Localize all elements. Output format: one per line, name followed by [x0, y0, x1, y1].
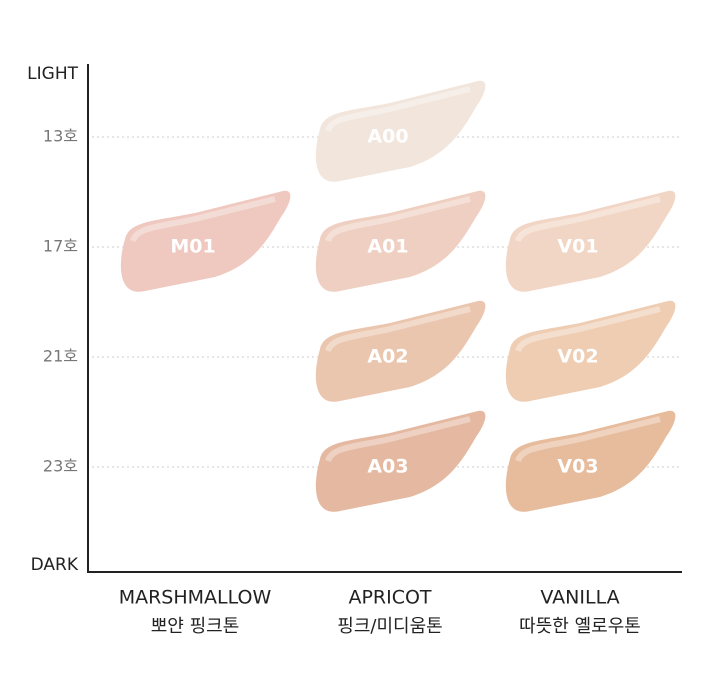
swatch-highlight: [515, 416, 661, 463]
swatch-highlight: [515, 306, 661, 353]
swatch-label: V01: [557, 236, 598, 258]
swatch: [315, 190, 486, 292]
swatch-label: M01: [170, 236, 215, 258]
swatch-highlight: [515, 196, 661, 243]
row-label: 13호: [43, 127, 78, 146]
swatch-label: A00: [367, 126, 408, 148]
axis-top-label: LIGHT: [27, 64, 78, 84]
column-name: APRICOT: [348, 587, 431, 609]
swatch-label: A01: [367, 236, 408, 258]
column-name: MARSHMALLOW: [119, 587, 272, 609]
row-label: 17호: [43, 237, 78, 256]
swatch-highlight: [325, 86, 471, 133]
swatch-highlight: [325, 416, 471, 463]
swatch: [120, 190, 291, 292]
swatch-highlight: [325, 196, 471, 243]
swatch: [505, 410, 676, 512]
swatch: [315, 410, 486, 512]
swatch-label: V02: [557, 346, 598, 368]
swatch: [505, 190, 676, 292]
axis-bottom-label: DARK: [31, 555, 79, 575]
row-label: 23호: [43, 457, 78, 476]
swatch-label: V03: [557, 456, 598, 478]
column-subtitle: 뽀얀 핑크톤: [151, 616, 240, 637]
swatch-label: A02: [367, 346, 408, 368]
column-subtitle: 핑크/미디움톤: [337, 616, 442, 637]
swatch: [315, 300, 486, 402]
column-subtitle: 따뜻한 옐로우톤: [519, 616, 641, 637]
swatch-label: A03: [367, 456, 408, 478]
swatch-highlight: [325, 306, 471, 353]
swatch: [315, 80, 486, 182]
swatch: [505, 300, 676, 402]
column-name: VANILLA: [540, 587, 619, 609]
row-label: 21호: [43, 347, 78, 366]
swatch-highlight: [130, 196, 276, 243]
